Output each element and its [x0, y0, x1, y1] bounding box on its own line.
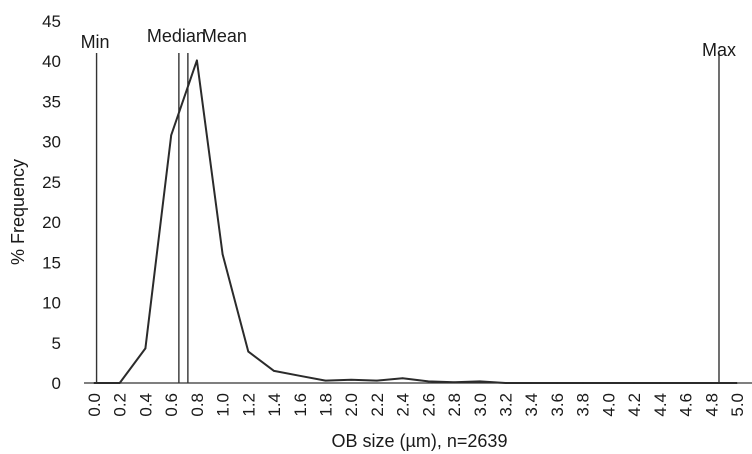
y-tick-label: 15 — [42, 253, 61, 272]
reference-label-min: Min — [81, 32, 110, 52]
data-point — [427, 380, 430, 383]
x-tick-label: 3.2 — [497, 393, 516, 417]
data-point — [581, 382, 584, 384]
x-tick-label: 3.6 — [548, 393, 567, 417]
data-point — [659, 382, 661, 384]
x-tick-label: 1.8 — [316, 393, 335, 417]
data-point — [684, 382, 687, 384]
y-tick-labels: 0 5 10 15 20 25 30 35 40 45 — [42, 12, 61, 393]
data-point — [298, 374, 301, 377]
x-tick-label: 2.4 — [394, 393, 413, 417]
y-tick-label: 40 — [42, 52, 61, 71]
x-tick-label: 2.6 — [419, 393, 438, 417]
y-tick-label: 30 — [42, 133, 61, 152]
data-point — [196, 59, 198, 62]
x-tick-label: 2.0 — [342, 393, 361, 417]
y-tick-label: 45 — [42, 12, 61, 31]
x-tick-label: 1.6 — [291, 393, 310, 417]
x-tick-label: 4.4 — [651, 393, 670, 417]
y-tick-label: 10 — [42, 294, 61, 313]
x-tick-label: 2.8 — [445, 393, 464, 417]
data-point — [324, 379, 327, 382]
y-axis-title: % Frequency — [8, 159, 28, 265]
x-tick-label: 4.8 — [702, 393, 721, 417]
reference-label-max: Max — [702, 40, 736, 60]
data-point — [247, 350, 250, 353]
data-point — [607, 382, 610, 384]
x-tick-label: 0.8 — [188, 393, 207, 417]
data-point — [273, 370, 275, 372]
x-tick-label: 0.6 — [162, 393, 181, 417]
x-tick-label: 3.0 — [471, 393, 490, 417]
data-point — [504, 382, 507, 384]
x-tick-label: 1.0 — [214, 393, 233, 417]
x-tick-label: 1.2 — [239, 393, 258, 417]
y-tick-label: 0 — [52, 374, 61, 393]
y-tick-label: 35 — [42, 92, 61, 111]
data-point — [633, 382, 635, 384]
reference-label-median: Median — [147, 26, 206, 46]
x-tick-label: 3.4 — [522, 393, 541, 417]
x-tick-label: 5.0 — [728, 393, 747, 417]
data-point — [350, 378, 353, 381]
y-tick-label: 5 — [52, 334, 61, 353]
x-tick-label: 3.8 — [574, 393, 593, 417]
x-tick-label: 4.6 — [677, 393, 696, 417]
x-tick-label: 0.0 — [85, 393, 104, 417]
data-point — [710, 382, 713, 384]
x-tick-label: 4.0 — [599, 393, 618, 417]
data-point — [376, 379, 378, 382]
x-tick-label: 0.2 — [111, 393, 130, 417]
data-point — [93, 382, 95, 384]
x-tick-labels: 0.0 0.2 0.4 0.6 0.8 1.0 1.2 1.4 1.6 1.8 2.0 2.2 2.4 2… — [85, 393, 747, 417]
data-point — [530, 382, 533, 384]
data-point — [221, 253, 224, 256]
data-point — [144, 347, 147, 350]
data-point — [736, 382, 738, 384]
x-axis-title: OB size (µm), n=2639 — [332, 431, 508, 451]
data-point — [118, 382, 121, 384]
data-point — [170, 134, 172, 137]
data-point — [479, 380, 481, 383]
y-tick-label: 20 — [42, 213, 61, 232]
x-tick-label: 2.2 — [368, 393, 387, 417]
series-line — [94, 59, 737, 384]
data-point — [401, 377, 404, 379]
reference-label-mean: Mean — [202, 26, 247, 46]
x-tick-label: 4.2 — [625, 393, 644, 417]
data-point — [453, 381, 455, 383]
y-tick-label: 25 — [42, 173, 61, 192]
data-points — [93, 59, 738, 384]
x-tick-label: 0.4 — [136, 393, 155, 417]
x-tick-label: 1.4 — [265, 393, 284, 417]
data-point — [556, 382, 558, 384]
